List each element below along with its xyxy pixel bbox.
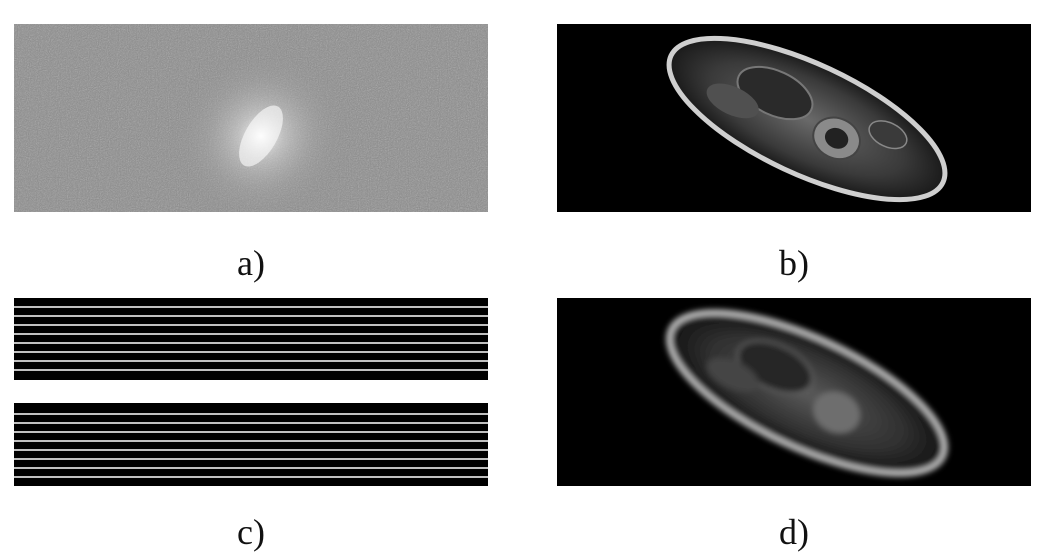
sampling-mask-top — [14, 298, 488, 380]
mask-lines-top — [14, 298, 488, 380]
mri-reconstruction-image — [557, 298, 1031, 486]
caption-a: a) — [237, 243, 265, 283]
kspace-panel — [14, 24, 488, 212]
caption-d: d) — [779, 512, 809, 552]
mri-fully-sampled-panel — [557, 24, 1031, 212]
mri-reconstruction-panel — [557, 298, 1031, 486]
sampling-mask-bottom — [14, 403, 488, 486]
mask-lines-bottom — [14, 403, 488, 486]
kspace-image — [14, 24, 488, 212]
caption-b: b) — [779, 243, 809, 283]
mri-fully-sampled-image — [557, 24, 1031, 212]
caption-c: c) — [237, 512, 265, 552]
